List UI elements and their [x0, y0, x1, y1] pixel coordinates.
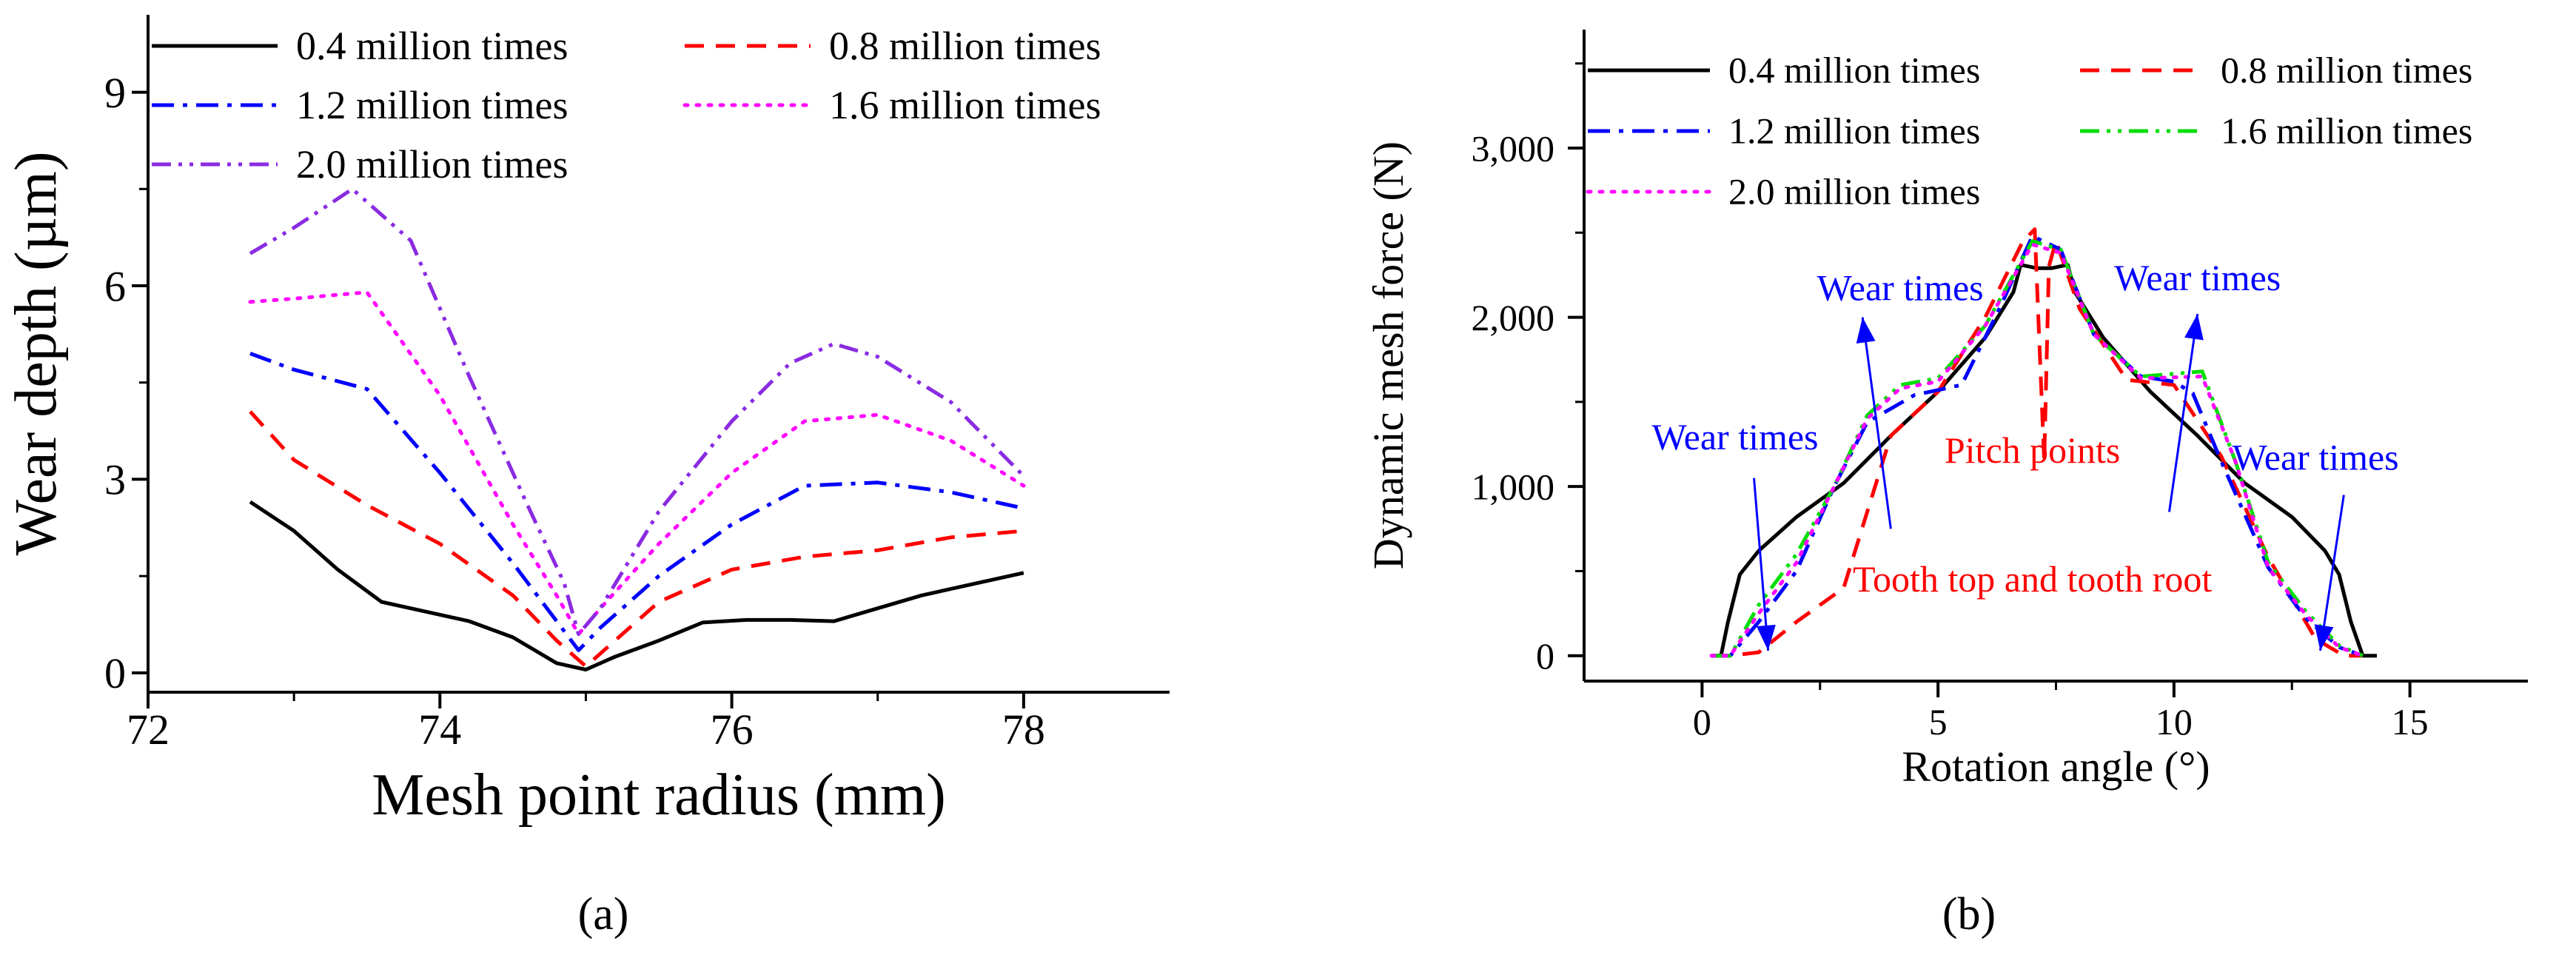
- panel-label-a: (a): [578, 889, 629, 939]
- annotation-arrow-line: [1861, 317, 1892, 529]
- series-line-2: [1711, 227, 2363, 658]
- annotation-arrow-line: [2168, 313, 2199, 512]
- x-tick-label: 15: [2392, 701, 2429, 743]
- x-axis-title: Rotation angle (°): [1902, 743, 2210, 791]
- y-tick-label: 0: [1536, 635, 1554, 677]
- series-line-5: [249, 187, 1025, 637]
- annotation-label: Wear times: [2233, 436, 2399, 478]
- annotation-arrow-head: [2314, 624, 2334, 651]
- x-tick-label: 5: [1929, 701, 1948, 743]
- y-tick-label: 3: [104, 456, 126, 504]
- series-line-3: [1711, 234, 2364, 658]
- y-tick-label: 1,000: [1472, 466, 1555, 508]
- y-axis-title: Wear depth (µm): [4, 151, 69, 555]
- y-tick-label: 3,000: [1472, 128, 1555, 170]
- x-tick-label: 78: [1002, 706, 1045, 754]
- x-tick-label: 74: [418, 706, 461, 754]
- annotation-label: Wear times: [2114, 257, 2281, 298]
- x-tick-label: 72: [127, 706, 170, 754]
- legend-label-3: 1.2 million times: [1728, 110, 1980, 152]
- series-line-3: [249, 352, 1024, 652]
- annotation-label: Wear times: [1651, 416, 1818, 458]
- x-tick-label: 76: [711, 706, 754, 754]
- legend-label-2: 0.8 million times: [2221, 50, 2472, 91]
- series-line-2: [249, 410, 1024, 668]
- series-line-4: [248, 290, 1026, 637]
- annotation-label: Tooth top and tooth root: [1853, 558, 2212, 600]
- annotation-arrow-head: [1756, 624, 1776, 651]
- annotation-arrow-head: [2184, 314, 2204, 341]
- legend-label-4: 1.6 million times: [829, 83, 1101, 127]
- legend-label-1: 0.4 million times: [296, 24, 568, 68]
- legend-label-5: 2.0 million times: [1728, 171, 1980, 212]
- legend-label-3: 1.2 million times: [296, 83, 568, 127]
- y-tick-label: 6: [104, 262, 126, 310]
- x-tick-label: 0: [1693, 701, 1711, 743]
- chart-panel-a: 72 74 76 78 0 3 6 9 Mesh point radius (mm) Wear d…: [4, 15, 1170, 828]
- x-axis-title: Mesh point radius (mm): [372, 763, 945, 828]
- legend-label-5: 2.0 million times: [296, 142, 568, 187]
- y-tick-label: 2,000: [1472, 297, 1555, 338]
- annotation-arrow-line: [2319, 495, 2345, 651]
- annotation-arrow-head: [1856, 317, 1876, 344]
- y-axis-title: Dynamic mesh force (N): [1364, 141, 1412, 569]
- legend-label-4: 1.6 million times: [2221, 110, 2472, 152]
- series-line-1: [249, 500, 1024, 671]
- series-line-1: [1711, 263, 2377, 658]
- annotation-label: Wear times: [1817, 267, 1984, 309]
- chart-panel-b: 0 5 10 15 0 1,000 2,000 3,000 Rotation angle (°)…: [1364, 30, 2528, 791]
- legend-label-2: 0.8 million times: [829, 24, 1101, 68]
- y-tick-label: 0: [104, 649, 126, 697]
- y-tick-label: 9: [104, 69, 126, 117]
- panel-label-b: (b): [1942, 889, 1996, 939]
- series-line-5: [1709, 242, 2365, 658]
- legend-label-1: 0.4 million times: [1728, 50, 1980, 91]
- annotation-label: Pitch points: [1945, 429, 2121, 471]
- annotation-arrow-line: [1753, 478, 1770, 651]
- x-tick-label: 10: [2156, 701, 2193, 743]
